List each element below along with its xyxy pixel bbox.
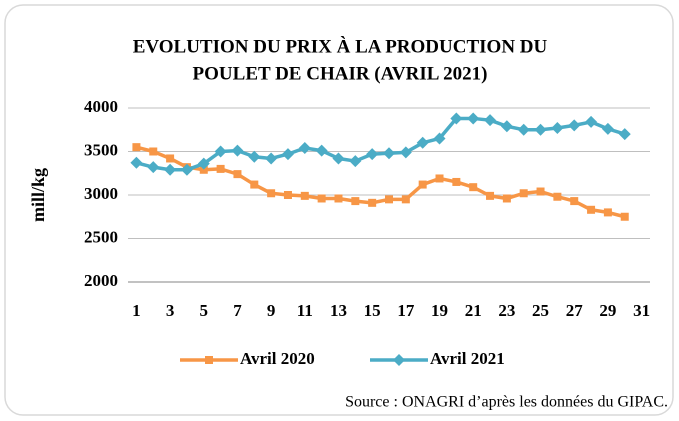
data-point — [180, 163, 193, 176]
data-point — [469, 183, 478, 192]
data-point — [164, 163, 177, 176]
data-point — [486, 191, 495, 200]
x-tick-label: 17 — [397, 301, 415, 320]
data-point — [332, 152, 345, 165]
data-point — [197, 157, 210, 170]
data-point — [536, 187, 545, 196]
data-point — [317, 194, 326, 203]
data-point — [517, 123, 530, 136]
data-point — [132, 143, 141, 152]
y-tick-label: 2500 — [84, 227, 118, 246]
x-tick-label: 21 — [465, 301, 482, 320]
data-point — [233, 170, 242, 179]
data-point — [214, 145, 227, 158]
data-point — [570, 197, 579, 206]
data-point — [385, 195, 393, 204]
x-tick-label: 5 — [200, 301, 209, 320]
data-point — [551, 122, 564, 135]
data-point — [349, 155, 362, 168]
legend-label: Avril 2020 — [240, 349, 315, 368]
y-tick-label: 3500 — [84, 140, 118, 159]
y-tick-label: 2000 — [84, 271, 118, 290]
data-point — [250, 180, 259, 189]
data-point — [283, 191, 292, 199]
legend-marker — [393, 354, 405, 366]
data-point — [216, 164, 225, 173]
data-point — [147, 161, 160, 174]
data-point — [500, 120, 513, 133]
data-point — [300, 191, 309, 200]
data-point — [435, 174, 444, 183]
data-point — [267, 189, 276, 198]
data-point — [620, 212, 629, 221]
x-tick-label: 13 — [330, 301, 347, 320]
data-point — [366, 148, 379, 161]
data-point — [433, 132, 446, 145]
data-point — [603, 208, 612, 217]
source-note: Source : ONAGRI d’après les données du G… — [345, 394, 668, 411]
data-point — [351, 197, 360, 206]
data-point — [418, 180, 427, 189]
data-point — [166, 154, 175, 163]
x-tick-label: 1 — [132, 301, 141, 320]
data-point — [587, 205, 596, 214]
data-point — [315, 144, 328, 157]
y-tick-label: 3000 — [84, 184, 118, 203]
data-point — [149, 147, 158, 156]
data-point — [568, 119, 581, 132]
data-point — [601, 122, 614, 135]
x-tick-label: 11 — [297, 301, 313, 320]
data-point — [298, 142, 311, 155]
data-point — [130, 156, 143, 169]
data-point — [416, 136, 429, 149]
data-point — [553, 192, 562, 201]
x-tick-label: 7 — [233, 301, 242, 320]
data-point — [467, 112, 480, 125]
data-point — [585, 115, 598, 128]
chart-title: EVOLUTION DU PRIX À LA PRODUCTION DU — [133, 35, 548, 57]
y-tick-label: 4000 — [84, 97, 118, 116]
x-tick-label: 3 — [166, 301, 175, 320]
x-tick-label: 25 — [532, 301, 549, 320]
y-axis-label: mill/kg — [28, 168, 48, 222]
chart-subtitle: POULET DE CHAIR (AVRIL 2021) — [193, 63, 488, 84]
x-tick-label: 9 — [267, 301, 276, 320]
data-point — [383, 147, 395, 160]
data-point — [399, 146, 412, 159]
data-point — [265, 152, 278, 165]
x-tick-label: 15 — [364, 301, 381, 320]
data-point — [401, 195, 410, 204]
data-point — [452, 177, 461, 186]
data-point — [334, 194, 343, 203]
data-point — [231, 144, 244, 157]
data-point — [281, 148, 294, 161]
data-point — [199, 165, 208, 174]
x-tick-label: 29 — [599, 301, 616, 320]
data-point — [502, 194, 511, 203]
data-point — [618, 128, 631, 141]
data-point — [248, 150, 261, 163]
legend-label: Avril 2021 — [430, 349, 505, 368]
data-point — [534, 123, 547, 136]
data-point — [450, 112, 463, 125]
data-point — [519, 189, 528, 198]
x-tick-label: 31 — [633, 301, 650, 320]
data-point — [484, 114, 497, 127]
x-tick-label: 19 — [431, 301, 448, 320]
legend-marker — [205, 356, 213, 364]
x-tick-label: 23 — [498, 301, 515, 320]
x-tick-label: 27 — [566, 301, 584, 320]
data-point — [368, 198, 377, 207]
